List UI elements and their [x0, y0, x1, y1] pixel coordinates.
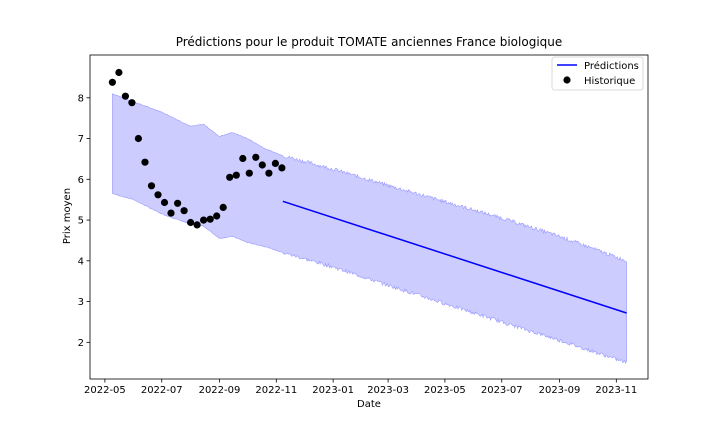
- y-tick-label: 8: [78, 93, 84, 104]
- history-point: [213, 212, 221, 220]
- y-tick-label: 7: [78, 134, 84, 145]
- x-tick-label: 2023-01: [312, 385, 354, 396]
- x-tick-label: 2022-05: [84, 385, 126, 396]
- history-point: [200, 216, 208, 224]
- chart-title: Prédictions pour le produit TOMATE ancie…: [176, 35, 563, 49]
- history-point: [108, 78, 116, 86]
- history-point: [258, 161, 266, 169]
- history-point: [239, 154, 247, 163]
- history-point: [206, 215, 214, 223]
- x-tick-label: 2023-11: [595, 385, 637, 396]
- legend-label: Prédictions: [584, 60, 639, 72]
- history-point: [232, 171, 240, 179]
- x-tick-label: 2023-05: [424, 385, 466, 396]
- history-point: [147, 182, 156, 190]
- history-point: [271, 159, 279, 167]
- history-point: [187, 218, 195, 227]
- prediction-interval-band: [112, 93, 627, 364]
- plot-area: [108, 68, 627, 364]
- y-tick-label: 6: [78, 175, 84, 186]
- legend-label: Historique: [584, 76, 635, 87]
- history-point: [160, 198, 169, 207]
- x-tick-label: 2022-09: [199, 385, 241, 396]
- y-tick-label: 4: [78, 256, 84, 267]
- legend-marker-icon: [563, 76, 571, 84]
- x-tick-label: 2023-03: [367, 385, 409, 396]
- history-point: [174, 199, 182, 207]
- history-point: [167, 209, 175, 217]
- history-point: [278, 164, 286, 172]
- x-axis-label: Date: [357, 399, 381, 410]
- legend: Prédictions Historique: [551, 56, 644, 91]
- history-point: [154, 191, 162, 199]
- history-point: [219, 203, 227, 211]
- prediction-line: [282, 200, 627, 314]
- history-point: [245, 169, 253, 177]
- history-point: [121, 92, 129, 100]
- y-tick-label: 5: [78, 216, 84, 227]
- history-point: [265, 169, 273, 177]
- x-tick-label: 2023-07: [481, 385, 523, 396]
- history-point: [128, 99, 136, 107]
- x-tick-label: 2022-07: [141, 385, 183, 396]
- x-tick-label: 2022-11: [255, 385, 297, 396]
- history-point: [134, 134, 142, 143]
- plot-frame: [89, 54, 649, 380]
- x-tick-label: 2023-09: [539, 385, 581, 396]
- history-point: [226, 173, 234, 181]
- y-tick-label: 2: [78, 338, 84, 349]
- y-tick-label: 3: [78, 297, 84, 308]
- history-point: [180, 207, 188, 215]
- y-axis-label: Prix moyen: [62, 188, 73, 244]
- history-point: [115, 68, 123, 77]
- history-point: [193, 221, 201, 229]
- history-point: [252, 153, 260, 161]
- history-point: [141, 158, 149, 166]
